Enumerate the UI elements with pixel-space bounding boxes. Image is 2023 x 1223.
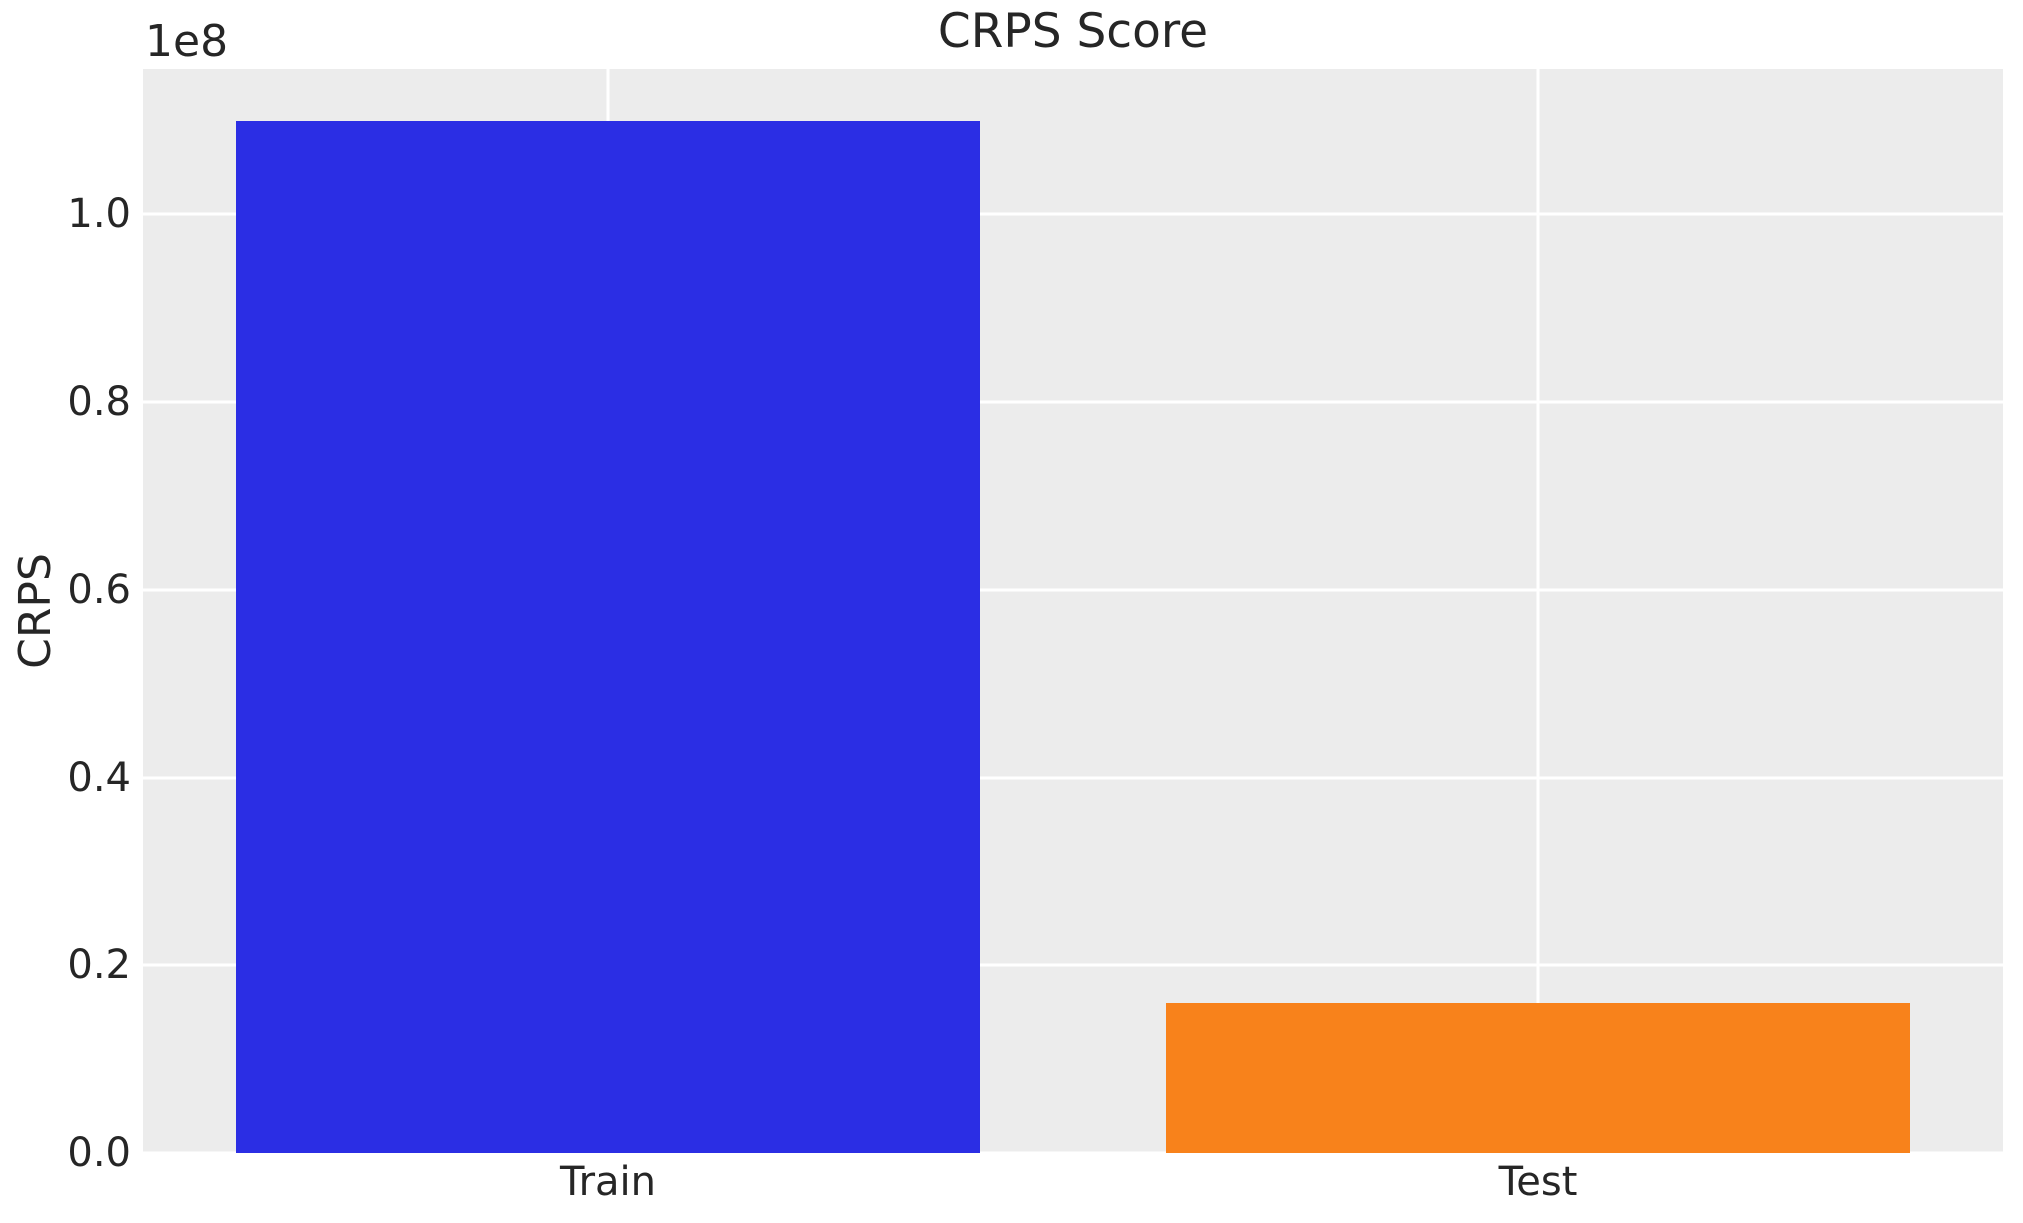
y-axis-label: CRPS bbox=[10, 553, 61, 669]
h-gridline bbox=[143, 212, 2003, 216]
y-tick-label: 0.4 bbox=[67, 754, 131, 801]
h-gridline bbox=[143, 588, 2003, 592]
bar-test bbox=[1166, 1002, 1910, 1153]
h-gridline bbox=[143, 400, 2003, 404]
x-tick-label: Test bbox=[1498, 1159, 1578, 1205]
y-axis-offset-text: 1e8 bbox=[145, 16, 229, 67]
y-tick-label: 0.6 bbox=[67, 566, 131, 613]
x-tick-label: Train bbox=[560, 1159, 656, 1205]
chart-title: CRPS Score bbox=[937, 4, 1209, 59]
h-gridline bbox=[143, 1151, 2003, 1155]
y-tick-label: 0.2 bbox=[67, 942, 131, 989]
h-gridline bbox=[143, 963, 2003, 967]
y-tick-label: 0.0 bbox=[67, 1130, 131, 1176]
y-tick-label: 1.0 bbox=[67, 191, 131, 238]
bar-train bbox=[236, 120, 980, 1153]
plot-area bbox=[143, 69, 2003, 1155]
h-gridline bbox=[143, 776, 2003, 780]
y-tick-label: 0.8 bbox=[67, 379, 131, 426]
v-gridline bbox=[1536, 69, 1540, 1153]
